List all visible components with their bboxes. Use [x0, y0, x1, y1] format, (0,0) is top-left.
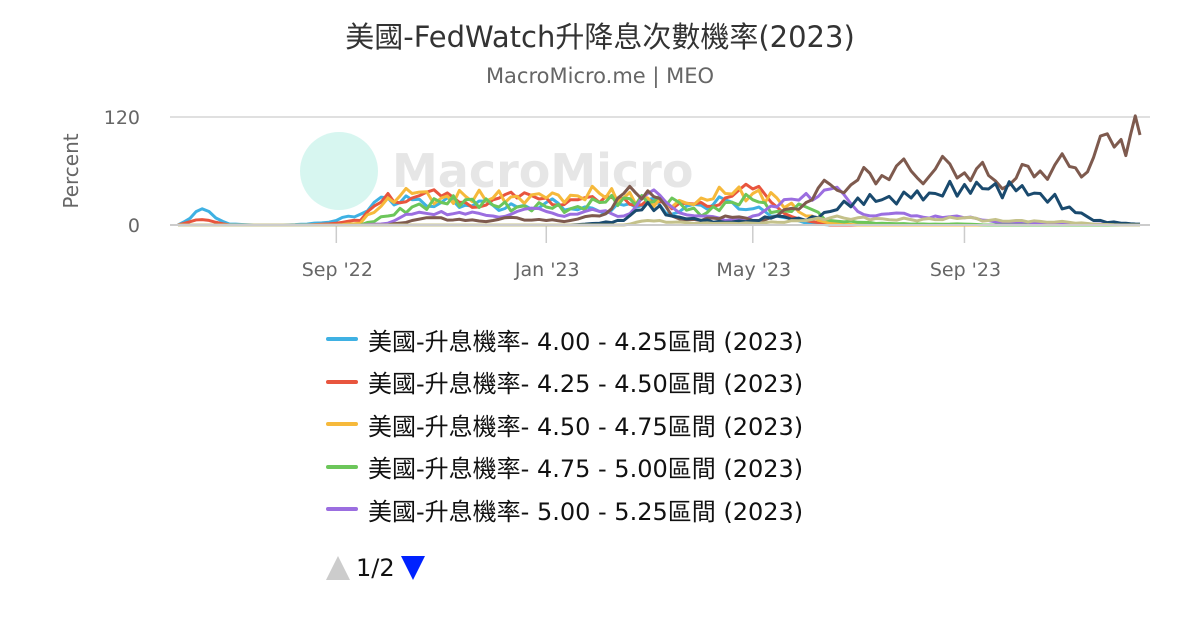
chart-title: 美國-FedWatch升降息次數機率(2023): [345, 20, 855, 54]
y-tick-label: 120: [104, 107, 140, 129]
watermark-text: MacroMicro: [392, 144, 694, 198]
legend-label: 美國-升息機率- 5.00 - 5.25區間 (2023): [368, 497, 804, 526]
watermark-logo-icon: [300, 132, 378, 210]
legend-item[interactable]: 美國-升息機率- 4.75 - 5.00區間 (2023): [326, 446, 926, 489]
legend-item[interactable]: 美國-升息機率- 5.00 - 5.25區間 (2023): [326, 488, 926, 531]
legend-swatch: [326, 379, 358, 384]
legend-swatch: [326, 422, 358, 427]
pager-label: 1/2: [356, 554, 395, 582]
legend-item[interactable]: 美國-升息機率- 4.50 - 4.75區間 (2023): [326, 403, 926, 446]
legend-label: 美國-升息機率- 4.25 - 4.50區間 (2023): [368, 370, 804, 399]
x-tick-label: Sep '23: [930, 259, 1001, 281]
legend-item[interactable]: 美國-升息機率- 4.00 - 4.25區間 (2023): [326, 318, 926, 361]
watermark: MacroMicro: [300, 132, 693, 210]
legend: 美國-升息機率- 4.00 - 4.25區間 (2023) 美國-升息機率- 4.…: [326, 318, 926, 538]
series-line-6: [178, 114, 1142, 227]
legend-label: 美國-升息機率- 4.00 - 4.25區間 (2023): [368, 327, 804, 356]
legend-swatch: [326, 464, 358, 469]
legend-swatch: [326, 337, 358, 342]
legend-label: 美國-升息機率- 4.50 - 4.75區間 (2023): [368, 412, 804, 441]
legend-item[interactable]: 美國-升息機率- 4.25 - 4.50區間 (2023): [326, 361, 926, 404]
pager-down-arrow-icon[interactable]: [400, 556, 425, 580]
x-tick-label: Jan '23: [514, 259, 580, 281]
x-tick-label: May '23: [716, 259, 791, 281]
legend-swatch: [326, 507, 358, 512]
y-axis-label: Percent: [59, 133, 83, 208]
y-tick-label: 0: [128, 215, 140, 237]
line-chart: 0 120 Percent Sep '22 Jan '23 May '23 Sep '23: [59, 107, 1150, 281]
chart-subtitle: MacroMicro.me | MEO: [485, 64, 715, 88]
x-tick-label: Sep '22: [302, 259, 373, 281]
legend-item[interactable]: 美國-升息機率- 5.25 - 5.50區間 (2023): [326, 531, 926, 539]
legend-label: 美國-升息機率- 4.75 - 5.00區間 (2023): [368, 455, 804, 484]
pager-up-arrow-icon[interactable]: [326, 556, 350, 580]
legend-label: 美國-升息機率- 5.25 - 5.50區間 (2023): [368, 534, 803, 538]
legend-pager: 1/2: [326, 554, 425, 582]
